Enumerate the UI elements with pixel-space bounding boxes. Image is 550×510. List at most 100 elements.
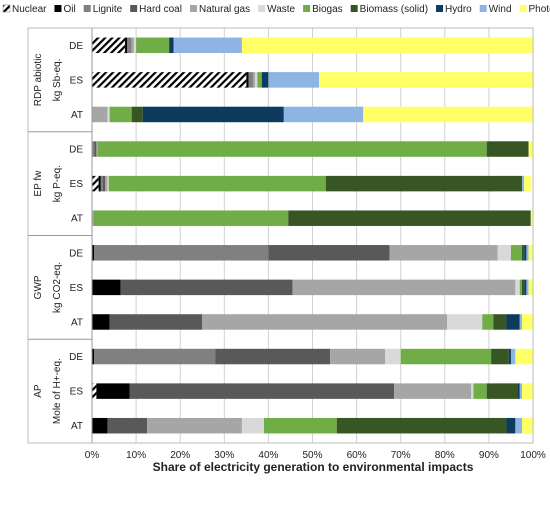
category-label: DE [69,248,83,259]
chart-grid [91,28,534,443]
segment-hydro [517,383,520,399]
legend-item-wind: Wind [479,4,512,15]
segment-oil [92,417,108,434]
legend-label: Wind [489,4,512,15]
legend-swatch [479,5,487,12]
segment-photovoltaics [530,210,533,226]
segment-hydro [142,106,284,123]
segment-photovoltaics [528,279,533,296]
segment-photovoltaics [363,106,533,123]
legend-label: Hydro [445,4,472,15]
bar-ep-fw-es [92,175,531,192]
category-label: AT [71,421,83,432]
segment-hard-coal [215,348,331,365]
segment-hard-coal [109,314,203,330]
segment-hydro [508,348,511,365]
x-axis-label: Share of electricity generation to envir… [153,460,474,474]
segment-waste [107,175,109,192]
legend-label: Photovoltaics [529,4,550,15]
segment-biogas [473,383,487,399]
segment-hydro [261,72,269,88]
segment-hydro [524,279,527,296]
segment-nuclear [92,37,126,54]
legend-label: Natural gas [199,4,250,15]
segment-biomass-solid [521,245,525,261]
segment-hard-coal [268,245,390,261]
segment-photovoltaics [241,37,533,54]
segment-hydro [169,37,174,54]
legend-swatch [350,5,358,12]
legend-swatch [303,5,311,12]
segment-lignite [94,348,216,365]
segment-biogas [263,417,337,434]
legend-swatch [130,5,138,12]
legend-label: Nuclear [12,4,47,15]
segment-natural-gas [292,279,516,296]
x-tick-label: 10% [126,450,146,461]
segment-natural-gas [202,314,448,330]
legend-item-photovoltaics: Photovoltaics [519,4,550,15]
segment-natural-gas [92,210,94,226]
segment-hydro [506,314,520,330]
segment-waste [133,37,137,54]
bar-ep-fw-de [92,141,533,157]
group-ep-fw [92,141,533,226]
segment-biomass-solid [491,348,509,365]
bar-gwp-de [92,245,533,261]
segment-oil [92,245,95,261]
segment-photovoltaics [528,245,533,261]
segment-natural-gas [330,348,386,365]
legend-swatch [258,5,266,12]
segment-biogas [400,348,492,365]
segment-wind [268,72,320,88]
x-tick-label: 20% [170,450,190,461]
segment-nuclear [92,72,247,88]
segment-lignite [248,72,253,88]
category-label: DE [69,41,83,52]
segment-waste [447,314,483,330]
x-tick-label: 80% [435,450,455,461]
bar-rdp-abiotic-at [92,106,533,123]
segment-photovoltaics [521,383,533,399]
x-tick-label: 0% [85,450,100,461]
legend-label: Hard coal [139,4,182,15]
group-unit-label: Mole of H+-eq. [52,358,63,424]
segment-hard-coal [129,383,395,399]
x-tick-label: 70% [391,450,411,461]
segment-biomass-solid [131,106,143,123]
legend-item-hard-coal: Hard coal [130,4,182,15]
segment-lignite [92,141,95,157]
segment-photovoltaics [524,175,531,192]
group-ap [92,348,533,434]
segment-natural-gas [105,175,108,192]
segment-wind [510,348,516,365]
legend-swatch [54,5,62,12]
segment-waste [255,72,258,88]
segment-oil [98,175,101,192]
bar-gwp-es [92,279,533,296]
segment-photovoltaics [521,314,533,330]
segment-waste [471,383,474,399]
legend-label: Waste [267,4,295,15]
segment-hard-coal [94,141,97,157]
segment-biogas [519,279,522,296]
category-label: ES [70,75,84,86]
segment-waste [497,245,511,261]
category-label: AT [71,317,83,328]
group-label: GWP [33,275,44,299]
segment-natural-gas [96,141,98,157]
segment-hard-coal [120,279,293,296]
group-rdp-abiotic [92,37,533,123]
segment-biomass-solid [493,314,507,330]
segment-biomass-solid [486,383,518,399]
bar-ep-fw-at [92,210,533,226]
segment-natural-gas [131,37,134,54]
x-tick-label: 50% [302,450,322,461]
legend-label: Biogas [312,4,343,15]
group-label: AP [33,384,44,398]
segment-waste [107,106,110,123]
legend-swatch [519,5,527,12]
group-unit-label: kg P-eq. [52,165,63,202]
x-tick-label: 30% [214,450,234,461]
